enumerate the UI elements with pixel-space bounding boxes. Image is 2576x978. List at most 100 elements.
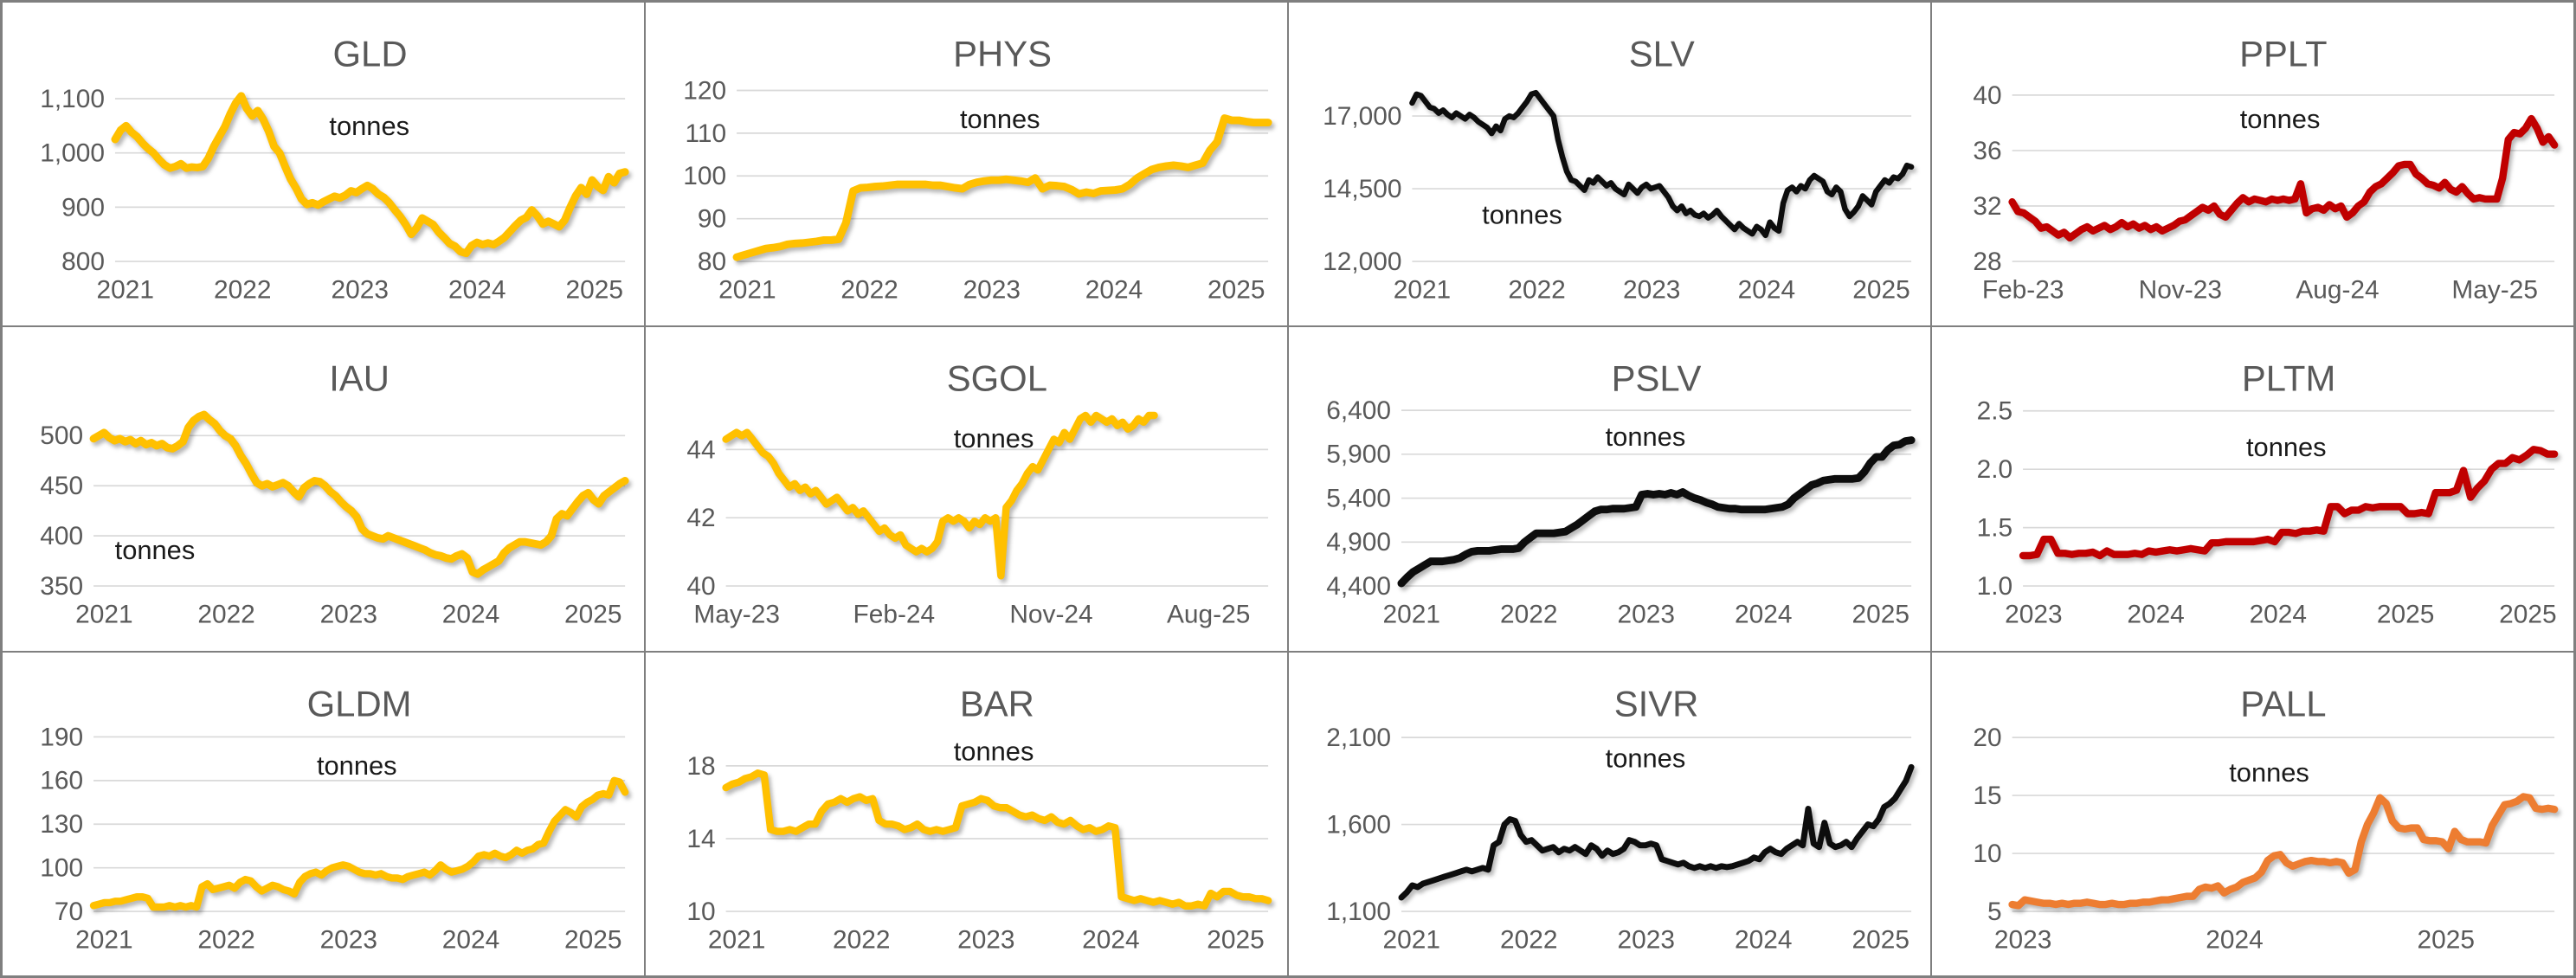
x-axis-tick-label: Feb-23	[1982, 276, 2064, 305]
x-axis-tick-label: 2025	[1852, 601, 1909, 629]
x-axis-tick-label: 2025	[564, 601, 621, 629]
line-chart-sivr: SIVR 1,100 1,600 2,100 2021 2022 2023 2024 2025 t…	[1326, 683, 1915, 954]
y-axis-tick-label: 40	[686, 572, 715, 601]
x-axis-tick-label: 2021	[75, 925, 132, 954]
x-axis-tick-label: 2023	[1618, 925, 1675, 954]
y-axis-tick-label: 100	[40, 853, 83, 882]
unit-label: tonnes	[1606, 743, 1686, 773]
unit-label: tonnes	[317, 750, 397, 781]
chart-title: SLV	[1629, 33, 1695, 74]
x-axis-tick-label: 2025	[564, 925, 621, 954]
x-axis-tick-label: 2023	[332, 276, 389, 305]
pplt-series-line	[2008, 114, 2559, 242]
sgol-series-line	[722, 412, 1158, 580]
x-axis-tick-label: 2024	[1082, 925, 1139, 954]
chart-cell-phys: PHYS 80 90 100 110 120 2021 2022 2023 2024 2025 ton…	[645, 2, 1288, 327]
unit-label: tonnes	[1482, 200, 1562, 230]
x-axis-tick-label: 2025	[2499, 601, 2556, 629]
chart-title: PALL	[2240, 683, 2326, 724]
x-axis-tick-label: 2022	[833, 925, 890, 954]
chart-cell-slv: SLV 12,000 14,500 17,000 2021 2022 2023 2024 202…	[1288, 2, 1931, 327]
line-chart-slv: SLV 12,000 14,500 17,000 2021 2022 2023 2024 202…	[1323, 33, 1915, 305]
x-axis-tick-label: 2021	[1383, 601, 1440, 629]
y-axis-tick-label: 4,400	[1326, 572, 1391, 601]
y-axis-tick-label: 1,600	[1326, 810, 1391, 839]
x-axis-tick-label: 2025	[2377, 601, 2434, 629]
y-axis-tick-label: 2,100	[1326, 724, 1391, 752]
y-axis-tick-label: 350	[40, 572, 83, 601]
pslv-series-line	[1397, 436, 1916, 588]
y-axis-tick-label: 6,400	[1326, 396, 1391, 425]
x-axis-tick-label: 2024	[2206, 925, 2263, 954]
line-chart-sgol: SGOL 40 42 44 May-23 Feb-24 Nov-24 Aug-25 tonnes	[686, 358, 1269, 629]
unit-label: tonnes	[954, 423, 1034, 454]
chart-title: PPLT	[2239, 33, 2327, 74]
line-chart-phys: PHYS 80 90 100 110 120 2021 2022 2023 2024 2025 ton…	[683, 33, 1272, 305]
y-axis-tick-label: 70	[55, 898, 83, 926]
unit-label: tonnes	[2229, 757, 2309, 788]
y-axis-tick-label: 100	[683, 162, 726, 190]
x-axis-tick-label: 2022	[1508, 276, 1565, 305]
chart-title: BAR	[960, 683, 1034, 724]
x-axis-tick-label: 2023	[963, 276, 1021, 305]
x-axis-tick-label: 2021	[1394, 276, 1451, 305]
chart-cell-gld: GLD 800 900 1,000 1,100 2021 2022 2023 2024 2025 t…	[2, 2, 645, 327]
y-axis-tick-label: 18	[686, 752, 715, 781]
sivr-series-line	[1398, 763, 1915, 901]
x-axis-tick-label: 2021	[97, 276, 154, 305]
x-axis-tick-label: 2023	[320, 925, 377, 954]
x-axis-tick-label: Aug-25	[1167, 601, 1250, 629]
y-axis-tick-label: 500	[40, 422, 83, 451]
chart-cell-pall: PALL 5 10 15 20 2023 2024 2025 tonnes	[1931, 651, 2574, 976]
gldm-series-line	[89, 776, 629, 910]
x-axis-tick-label: 2022	[840, 276, 898, 305]
y-axis-tick-label: 44	[686, 436, 715, 465]
x-axis-tick-label: 2024	[442, 925, 499, 954]
y-axis-tick-label: 42	[686, 505, 715, 533]
x-axis-tick-label: 2021	[1383, 925, 1440, 954]
x-axis-tick-label: 2022	[197, 601, 254, 629]
slv-series-line	[1409, 89, 1915, 239]
y-axis-tick-label: 1,100	[1326, 898, 1391, 926]
chart-cell-sivr: SIVR 1,100 1,600 2,100 2021 2022 2023 2024 2025 t…	[1288, 651, 1931, 976]
y-axis-tick-label: 450	[40, 473, 83, 501]
y-axis-tick-label: 14	[686, 825, 715, 853]
unit-label: tonnes	[2240, 104, 2321, 134]
chart-title: GLD	[333, 33, 408, 74]
y-axis-tick-label: 130	[40, 810, 83, 839]
line-chart-iau: IAU 350 400 450 500 2021 2022 2023 2024 2025 tonne…	[40, 358, 629, 629]
chart-cell-pplt: PPLT 28 32 36 40 Feb-23 Nov-23 Aug-24 May-25 tonn…	[1931, 2, 2574, 327]
chart-title: PLTM	[2242, 358, 2335, 399]
x-axis-tick-label: 2022	[214, 276, 271, 305]
y-axis-tick-label: 1.0	[1977, 572, 2013, 601]
x-axis-tick-label: 2022	[1500, 601, 1557, 629]
x-axis-tick-label: 2023	[957, 925, 1014, 954]
y-axis-tick-label: 20	[1973, 724, 2001, 752]
line-chart-gldm: GLDM 70 100 130 160 190 2021 2022 2023 2024 2025 to…	[40, 683, 629, 954]
x-axis-tick-label: 2022	[197, 925, 254, 954]
line-chart-pall: PALL 5 10 15 20 2023 2024 2025 tonnes	[1973, 683, 2559, 954]
chart-title: GLDM	[307, 683, 412, 724]
line-chart-pltm: PLTM 1.0 1.5 2.0 2.5 2023 2024 2024 2025 2025 tonn…	[1977, 358, 2559, 629]
chart-title: PHYS	[953, 33, 1052, 74]
y-axis-tick-label: 900	[61, 193, 105, 222]
bar-series-line	[722, 769, 1272, 910]
unit-label: tonnes	[329, 111, 409, 141]
x-axis-tick-label: 2022	[1500, 925, 1557, 954]
y-axis-tick-label: 1,000	[40, 139, 105, 168]
y-axis-tick-label: 4,900	[1326, 529, 1391, 557]
x-axis-tick-label: 2025	[1852, 925, 1909, 954]
line-chart-pplt: PPLT 28 32 36 40 Feb-23 Nov-23 Aug-24 May-25 tonn…	[1973, 33, 2559, 305]
chart-title: PSLV	[1612, 358, 1702, 399]
y-axis-tick-label: 5,400	[1326, 485, 1391, 513]
pltm-series-line	[2019, 446, 2559, 560]
x-axis-tick-label: 2025	[566, 276, 623, 305]
unit-label: tonnes	[2246, 432, 2327, 462]
chart-title: SGOL	[947, 358, 1047, 399]
x-axis-tick-label: 2024	[1085, 276, 1143, 305]
x-axis-tick-label: Feb-24	[853, 601, 936, 629]
unit-label: tonnes	[115, 535, 196, 565]
y-axis-tick-label: 12,000	[1323, 248, 1401, 276]
y-axis-tick-label: 32	[1973, 192, 2001, 221]
